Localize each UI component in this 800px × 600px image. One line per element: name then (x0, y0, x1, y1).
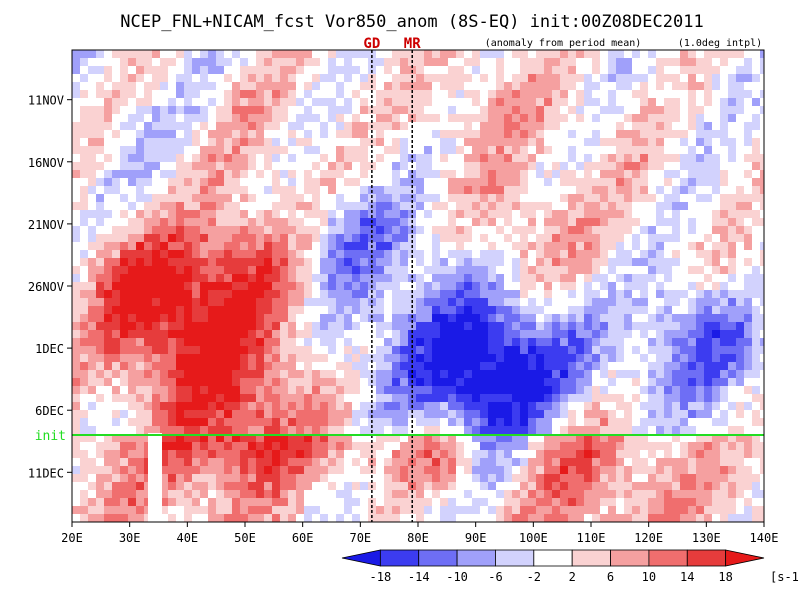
colorbar-segment (341, 549, 381, 567)
chart-title: NCEP_FNL+NICAM_fcst Vor850_anom (8S-EQ) … (120, 12, 703, 32)
x-tick-label: 30E (119, 531, 141, 545)
colorbar-segment (648, 549, 688, 567)
colorbar-level-label: 10 (642, 570, 656, 584)
y-axis: 11NOV 16NOV 21NOV 26NOV 1DEC 6DEC 11DEC (28, 94, 72, 480)
x-tick-label: 60E (292, 531, 314, 545)
missing-data-gap (148, 433, 162, 522)
x-axis: 20E 30E 40E 50E 60E 70E 80E 90E 100E 110E 120E 130E… (61, 522, 778, 545)
colorbar-segment (725, 549, 765, 567)
x-tick-label: 90E (465, 531, 487, 545)
colorbar-unit: [s-1] (770, 570, 800, 584)
y-tick-label: 16NOV (28, 156, 64, 170)
colorbar-segment (456, 549, 496, 567)
x-tick-label: 130E (692, 531, 721, 545)
chart-subtitle-interp: (1.0deg intpl) (678, 38, 762, 49)
colorbar-level-label: 6 (607, 570, 614, 584)
x-tick-label: 100E (519, 531, 548, 545)
init-label: init (35, 429, 66, 444)
colorbar-level-label: -6 (488, 570, 502, 584)
marker-label-gd: GD (363, 36, 380, 52)
y-tick-label: 1DEC (35, 342, 64, 356)
colorbar-segment (610, 549, 650, 567)
colorbar-segment (571, 549, 611, 567)
x-tick-label: 110E (577, 531, 606, 545)
vorticity-field (72, 50, 764, 522)
colorbar: -18 -14 -10 -6 -2 2 6 10 14 18 [s-1] (341, 549, 800, 584)
colorbar-level-label: -18 (370, 570, 392, 584)
colorbar-segment (686, 549, 727, 567)
x-tick-label: 80E (407, 531, 429, 545)
marker-label-mr: MR (404, 36, 421, 52)
colorbar-segment (533, 549, 573, 567)
y-tick-label: 11DEC (28, 466, 64, 480)
x-tick-label: 20E (61, 531, 83, 545)
chart-subtitle-anomaly: (anomaly from period mean) (485, 38, 642, 49)
colorbar-level-label: 18 (718, 570, 732, 584)
colorbar-segment (418, 549, 458, 567)
colorbar-level-label: -2 (527, 570, 541, 584)
y-tick-label: 26NOV (28, 280, 64, 294)
colorbar-segment (495, 549, 535, 567)
colorbar-level-label: -10 (446, 570, 468, 584)
colorbar-segment (379, 549, 420, 567)
x-tick-label: 40E (176, 531, 198, 545)
y-tick-label: 11NOV (28, 94, 64, 108)
x-tick-label: 70E (349, 531, 371, 545)
x-tick-label: 120E (634, 531, 663, 545)
init-line: init (35, 429, 764, 444)
y-tick-label: 6DEC (35, 404, 64, 418)
colorbar-level-label: 2 (569, 570, 576, 584)
colorbar-level-label: 14 (680, 570, 694, 584)
colorbar-level-label: -14 (408, 570, 430, 584)
x-tick-label: 50E (234, 531, 256, 545)
x-tick-label: 140E (750, 531, 779, 545)
y-tick-label: 21NOV (28, 218, 64, 232)
region-markers: GD MR (363, 36, 421, 522)
